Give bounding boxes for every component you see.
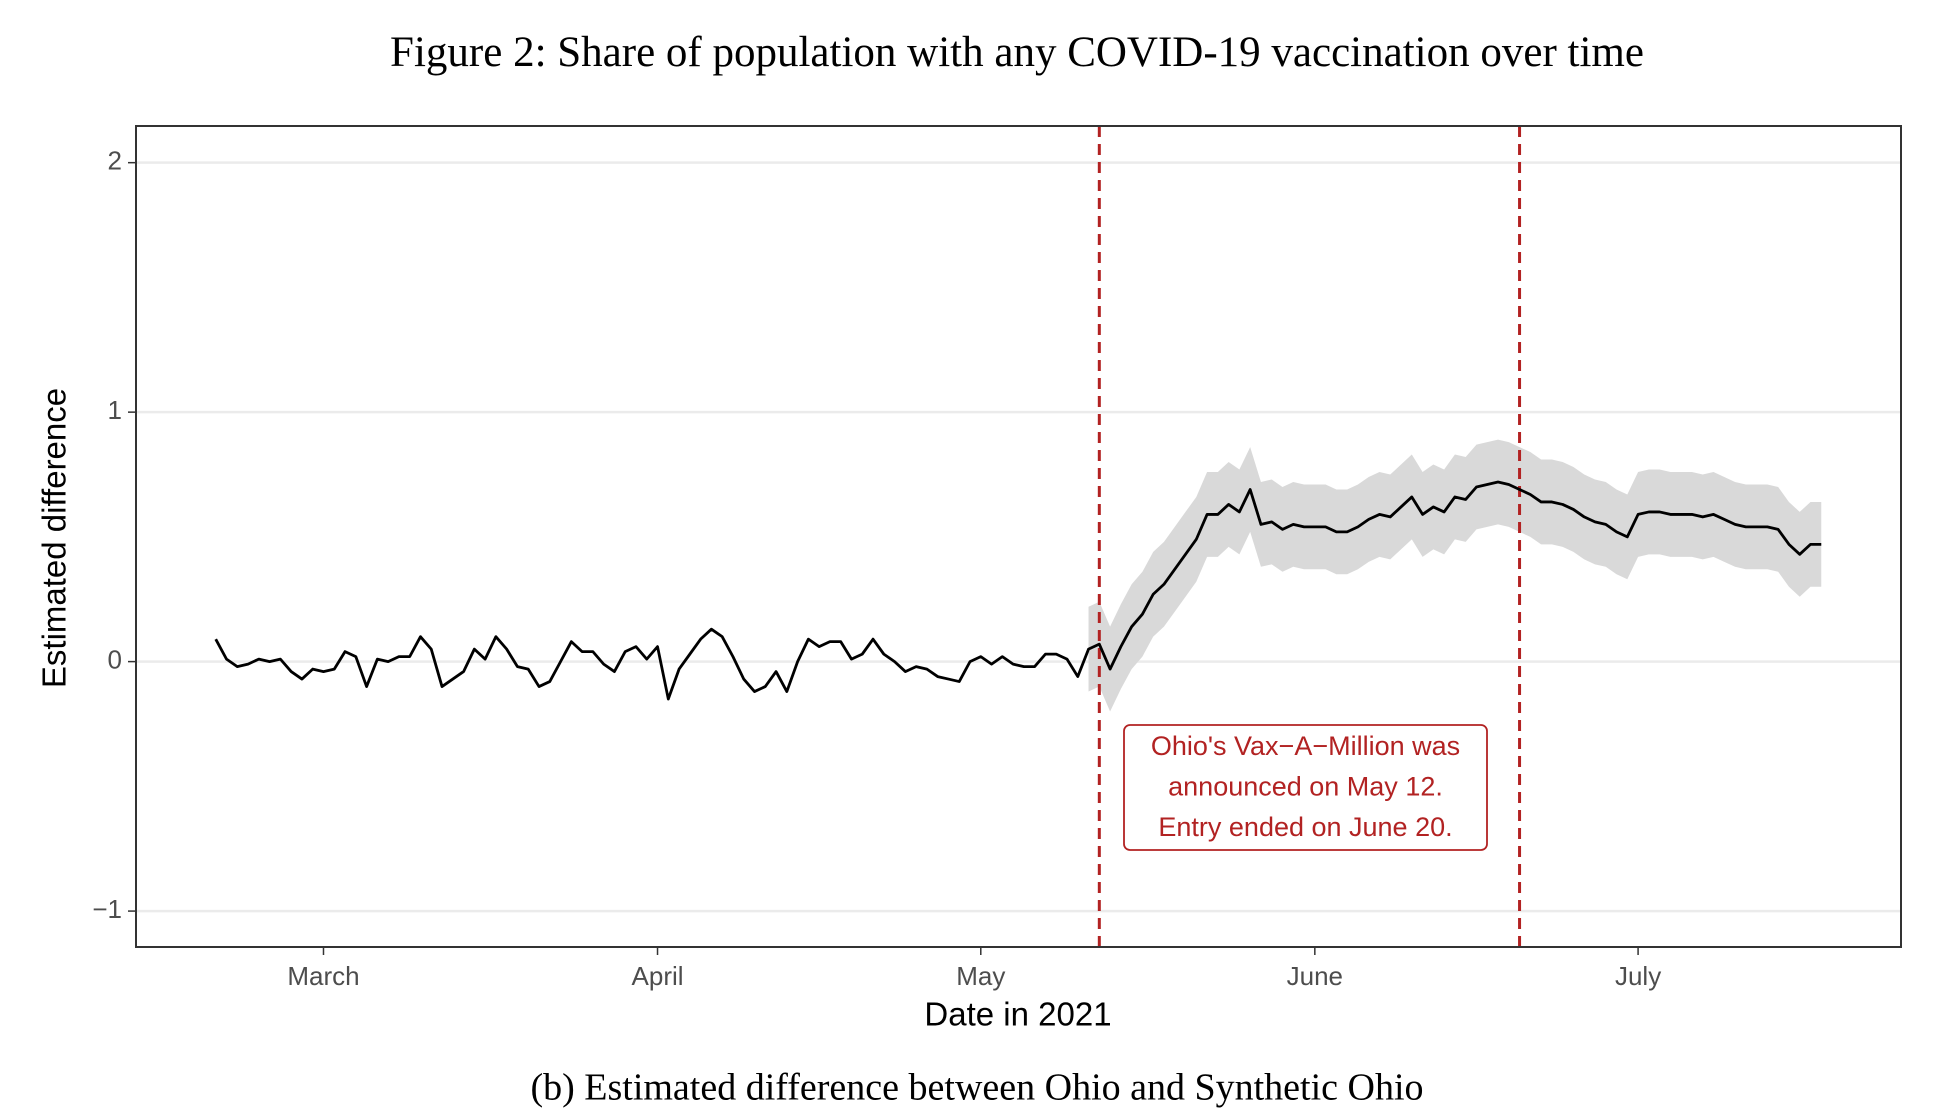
- y-tick-label: 1: [108, 395, 122, 425]
- plot-border: [135, 125, 1902, 948]
- annotation-text: announced on May 12.: [1168, 772, 1443, 802]
- y-tick-label: −1: [92, 894, 122, 924]
- x-axis-title: Date in 2021: [924, 996, 1111, 1033]
- x-tick-label: June: [1287, 961, 1343, 991]
- caption: (b) Estimated difference between Ohio an…: [530, 1067, 1423, 1109]
- annotation-text: Ohio's Vax−A−Million was: [1151, 731, 1460, 761]
- x-tick-label: April: [632, 961, 684, 991]
- x-tick-label: July: [1615, 961, 1661, 991]
- confidence-band: [1088, 439, 1822, 712]
- annotation-text: Entry ended on June 20.: [1158, 812, 1452, 842]
- estimate-line: [214, 480, 1822, 701]
- y-tick-label: 0: [108, 644, 122, 674]
- x-tick-label: May: [956, 961, 1005, 991]
- y-tick-label: 2: [108, 146, 122, 176]
- chart-title: Figure 2: Share of population with any C…: [390, 29, 1644, 76]
- annotation-box: [1123, 724, 1488, 851]
- y-axis-title: Estimated difference: [36, 388, 73, 688]
- x-tick-label: March: [287, 961, 359, 991]
